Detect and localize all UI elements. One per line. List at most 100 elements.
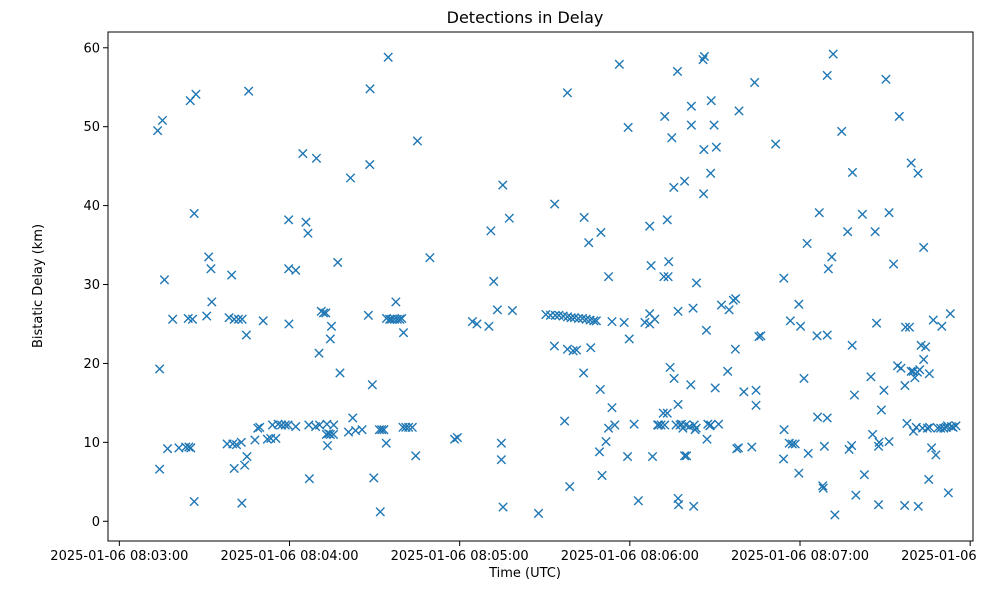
- data-point: [733, 443, 744, 453]
- data-point: [284, 319, 294, 329]
- data-point: [899, 500, 910, 511]
- data-point: [586, 342, 596, 353]
- data-point: [345, 173, 356, 183]
- data-point: [859, 470, 870, 480]
- data-point: [301, 217, 311, 227]
- data-point: [660, 111, 670, 122]
- data-point: [591, 316, 602, 326]
- data-point: [622, 451, 633, 462]
- y-tick-label: 60: [83, 41, 100, 56]
- data-point: [367, 380, 378, 390]
- data-point: [595, 384, 606, 395]
- data-point: [948, 422, 958, 433]
- data-point: [686, 101, 697, 111]
- data-point: [663, 256, 674, 267]
- data-point: [594, 447, 605, 457]
- data-point: [849, 390, 860, 400]
- data-point: [713, 419, 724, 429]
- data-point: [207, 297, 217, 307]
- data-point: [258, 316, 268, 326]
- data-point: [348, 413, 358, 423]
- data-point: [601, 436, 611, 447]
- data-point: [943, 488, 954, 498]
- data-point: [847, 167, 858, 178]
- data-point: [669, 373, 679, 384]
- data-point: [403, 422, 414, 433]
- data-point: [866, 372, 876, 382]
- data-point: [619, 317, 629, 328]
- data-point: [624, 334, 634, 344]
- data-point: [383, 52, 393, 62]
- data-point: [896, 363, 906, 373]
- data-point: [830, 510, 840, 520]
- data-point: [492, 305, 503, 315]
- data-point: [159, 275, 170, 285]
- data-point: [814, 208, 824, 218]
- data-point: [699, 144, 709, 155]
- data-point: [706, 95, 716, 106]
- data-point: [565, 481, 575, 492]
- x-tick-label: 2025-01-06 08:06:00: [561, 549, 699, 564]
- data-point: [931, 450, 941, 460]
- x-tick-label: 2025-01-06 08:03:00: [50, 549, 188, 564]
- data-point: [253, 423, 263, 433]
- x-axis-label: Time (UTC): [488, 566, 561, 581]
- data-point: [716, 300, 727, 310]
- data-point: [240, 460, 250, 470]
- data-points: [152, 49, 961, 520]
- data-point: [607, 402, 617, 413]
- data-point: [322, 440, 333, 451]
- data-point: [705, 420, 716, 430]
- data-point: [928, 315, 938, 325]
- data-point: [472, 319, 482, 329]
- data-point: [945, 309, 956, 319]
- data-point: [873, 500, 884, 510]
- data-point: [597, 470, 607, 481]
- data-point: [375, 507, 385, 517]
- data-point: [747, 442, 757, 452]
- y-tick-label: 30: [83, 278, 100, 293]
- data-point: [802, 238, 812, 249]
- data-point: [623, 122, 633, 133]
- data-point: [314, 348, 324, 358]
- data-point: [874, 437, 884, 448]
- data-point: [310, 421, 321, 432]
- data-point: [242, 451, 252, 462]
- data-point: [291, 421, 301, 432]
- data-point: [304, 473, 315, 484]
- data-point: [504, 213, 514, 223]
- data-point: [283, 215, 294, 225]
- data-point: [412, 136, 423, 146]
- data-point: [228, 439, 238, 449]
- data-point: [818, 483, 828, 493]
- data-point: [724, 305, 734, 315]
- data-point: [913, 501, 923, 511]
- data-point: [722, 366, 733, 377]
- data-point: [701, 325, 712, 335]
- data-point: [770, 139, 781, 149]
- data-point: [656, 420, 666, 430]
- data-point: [756, 331, 766, 341]
- data-point: [836, 126, 847, 137]
- data-point: [673, 399, 683, 410]
- data-point: [452, 432, 463, 443]
- data-point: [226, 270, 237, 280]
- data-point: [162, 443, 173, 454]
- data-point: [884, 436, 894, 447]
- data-point: [241, 330, 252, 340]
- data-point: [822, 413, 832, 423]
- data-point: [879, 385, 889, 395]
- data-point: [673, 306, 683, 317]
- data-point: [333, 257, 343, 268]
- y-axis-ticks: 0 10 20 30 40 50 60: [83, 41, 108, 530]
- data-point: [679, 176, 690, 186]
- data-point: [607, 316, 617, 327]
- data-point: [280, 420, 290, 430]
- data-point: [673, 500, 684, 510]
- data-point: [842, 226, 853, 237]
- data-point: [507, 305, 518, 316]
- data-point: [926, 443, 937, 453]
- data-point: [705, 168, 716, 178]
- data-point: [233, 314, 244, 324]
